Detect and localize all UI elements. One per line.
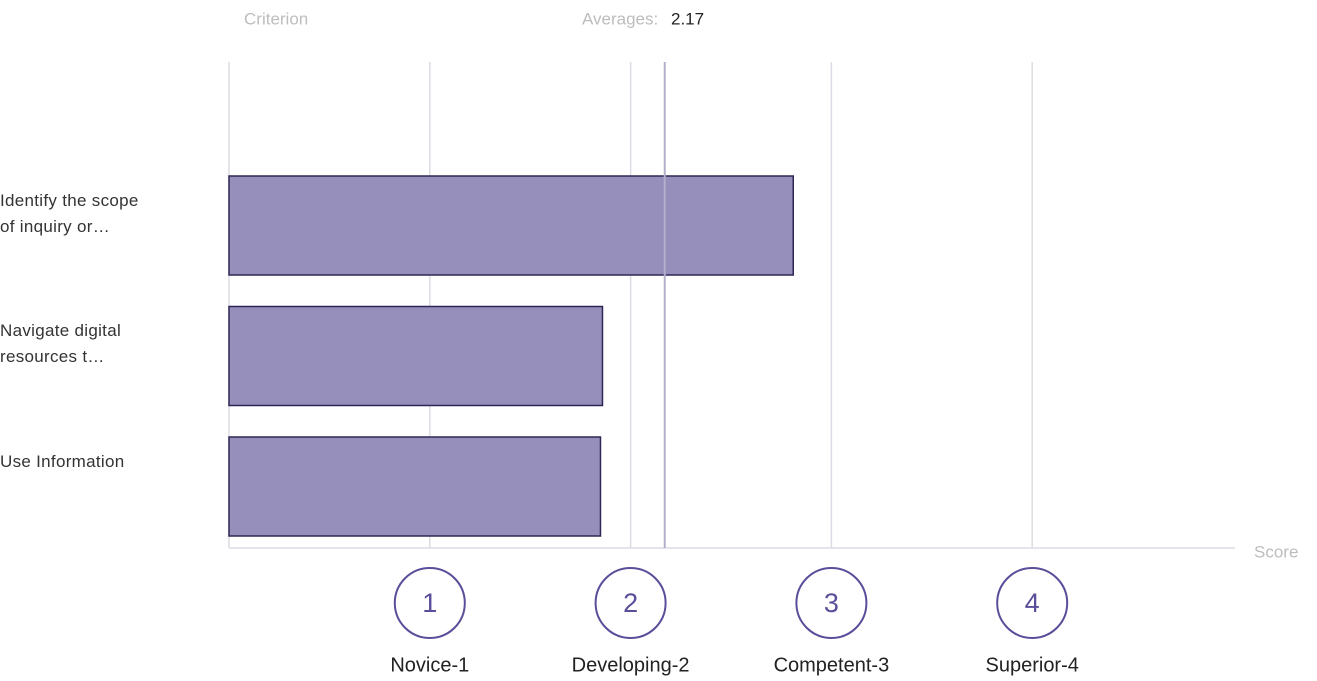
x-tick-label: 4 (1025, 588, 1040, 618)
score-level-label: Developing-2 (572, 654, 690, 676)
tick-circle (996, 567, 1069, 639)
tick-circle (594, 567, 667, 639)
x-tick-label: 1 (422, 588, 437, 618)
category-label: Navigate digital resources t… (0, 321, 122, 366)
x-tick-label: 2 (623, 588, 638, 618)
category-label: Identify the scope of inquiry or… (0, 190, 139, 236)
bar (228, 175, 794, 276)
score-level-label: Competent-3 (774, 654, 890, 676)
score-level-label: Novice-1 (390, 654, 469, 676)
bar (228, 436, 602, 537)
tick-circle (795, 567, 868, 639)
x-axis-label: Score (1254, 542, 1298, 561)
x-tick-label: 3 (824, 588, 839, 618)
criterion-header: Criterion (244, 9, 308, 28)
category-label: Use Information (0, 451, 125, 471)
bar (228, 305, 604, 407)
average-header: Averages: (582, 9, 658, 28)
average-value: 2.17 (671, 9, 704, 28)
tick-circle (393, 567, 466, 639)
score-level-label: Superior-4 (986, 654, 1079, 676)
